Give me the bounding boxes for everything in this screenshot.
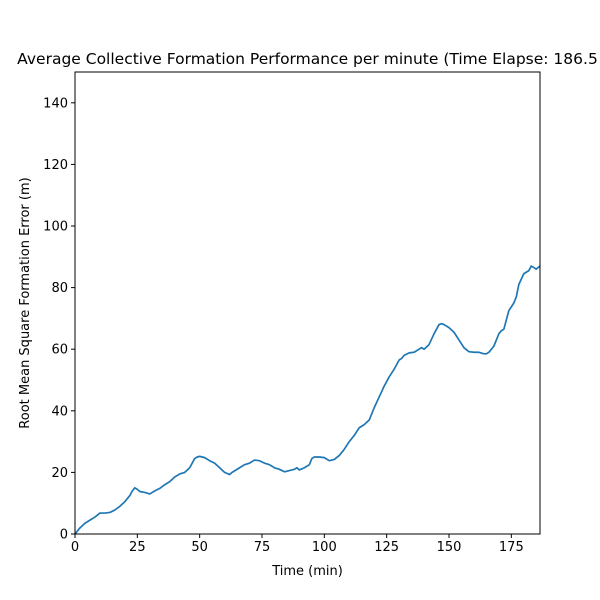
axes-frame — [74, 71, 541, 535]
y-tick-label: 80 — [51, 281, 68, 296]
y-tick-label: 20 — [51, 466, 68, 481]
x-axis-label: Time (min) — [271, 564, 343, 579]
x-tick-label: 125 — [374, 540, 399, 555]
y-tick-label: 0 — [60, 528, 68, 543]
x-tick-label: 100 — [312, 540, 337, 555]
y-tick-label: 40 — [51, 404, 68, 419]
x-tick-label: 25 — [129, 540, 146, 555]
series-line-0 — [75, 265, 540, 534]
y-tick-label: 140 — [43, 96, 68, 111]
y-tick-label: 100 — [43, 220, 68, 235]
x-tick-label: 175 — [499, 540, 524, 555]
x-tick-label: 50 — [191, 540, 208, 555]
chart-title: Average Collective Formation Performance… — [17, 50, 598, 68]
x-tick-label: 150 — [437, 540, 462, 555]
x-tick-label: 75 — [254, 540, 271, 555]
y-axis-label: Root Mean Square Formation Error (m) — [18, 177, 33, 428]
y-tick-label: 120 — [43, 158, 68, 173]
y-tick-label: 60 — [51, 343, 68, 358]
x-tick-label: 0 — [71, 540, 79, 555]
